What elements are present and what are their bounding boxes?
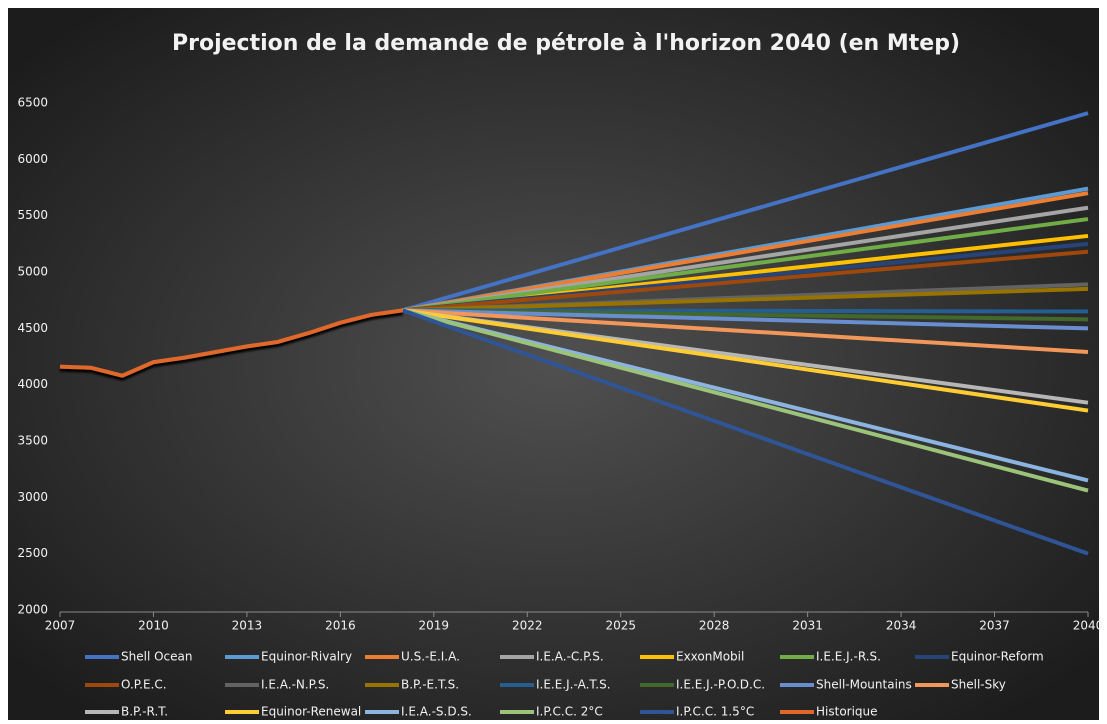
x-tick-label: 2037 bbox=[979, 619, 1010, 633]
y-tick-label: 6000 bbox=[17, 152, 48, 166]
y-tick-label: 2500 bbox=[17, 546, 48, 560]
series-line bbox=[401, 308, 1089, 556]
x-tick-label: 2040 bbox=[1073, 619, 1104, 633]
legend-label: Shell-Mountains bbox=[816, 678, 912, 692]
y-tick-label: 6500 bbox=[17, 96, 48, 110]
series-line bbox=[402, 111, 1089, 313]
x-tick-label: 2031 bbox=[792, 619, 823, 633]
y-tick-label: 5000 bbox=[17, 265, 48, 279]
legend-label: I.E.A.-C.P.S. bbox=[536, 650, 604, 664]
series-line bbox=[402, 308, 1089, 331]
x-tick-label: 2034 bbox=[886, 619, 917, 633]
series-line bbox=[59, 308, 403, 378]
series-line bbox=[402, 308, 1089, 413]
series-line bbox=[402, 191, 1089, 313]
legend-label: I.E.A.-N.P.S. bbox=[261, 678, 329, 692]
chart-title: Projection de la demande de pétrole à l'… bbox=[172, 31, 960, 56]
legend-label: I.P.C.C. 2°C bbox=[536, 705, 603, 719]
x-tick-label: 2007 bbox=[45, 619, 76, 633]
legend-label: Equinor-Reform bbox=[951, 650, 1044, 664]
x-tick-label: 2022 bbox=[512, 619, 543, 633]
legend-label: I.E.E.J.-R.S. bbox=[816, 650, 881, 664]
y-tick-label: 4000 bbox=[17, 377, 48, 391]
y-tick-label: 2000 bbox=[17, 603, 48, 617]
x-tick-label: 2010 bbox=[138, 619, 169, 633]
legend-label: I.E.A.-S.D.S. bbox=[401, 705, 472, 719]
x-tick-label: 2016 bbox=[325, 619, 356, 633]
series-line bbox=[402, 217, 1089, 313]
series-line bbox=[402, 286, 1089, 313]
legend-label: Equinor-Rivalry bbox=[261, 650, 352, 664]
y-tick-label: 3000 bbox=[17, 490, 48, 504]
y-tick-label: 5500 bbox=[17, 208, 48, 222]
legend-label: ExxonMobil bbox=[676, 650, 744, 664]
series-line bbox=[402, 308, 1089, 354]
x-tick-label: 2028 bbox=[699, 619, 730, 633]
series-line bbox=[402, 308, 1089, 493]
legend-label: Equinor-Renewal bbox=[261, 705, 361, 719]
x-tick-label: 2025 bbox=[605, 619, 636, 633]
y-tick-label: 4500 bbox=[17, 321, 48, 335]
legend-label: Shell Ocean bbox=[121, 650, 192, 664]
legend-label: O.P.E.C. bbox=[121, 678, 167, 692]
y-tick-label: 3500 bbox=[17, 434, 48, 448]
series-line bbox=[402, 249, 1089, 313]
legend-label: I.E.E.J.-A.T.S. bbox=[536, 678, 611, 692]
x-tick-label: 2013 bbox=[232, 619, 263, 633]
legend-label: U.S.-E.I.A. bbox=[401, 650, 460, 664]
legend-label: B.P.-E.T.S. bbox=[401, 678, 459, 692]
legend-label: I.P.C.C. 1.5°C bbox=[676, 705, 754, 719]
x-tick-label: 2019 bbox=[419, 619, 450, 633]
legend-label: I.E.E.J.-P.O.D.C. bbox=[676, 678, 765, 692]
legend-label: Historique bbox=[816, 705, 878, 719]
legend-label: B.P.-R.T. bbox=[121, 705, 168, 719]
legend-label: Shell-Sky bbox=[951, 678, 1006, 692]
